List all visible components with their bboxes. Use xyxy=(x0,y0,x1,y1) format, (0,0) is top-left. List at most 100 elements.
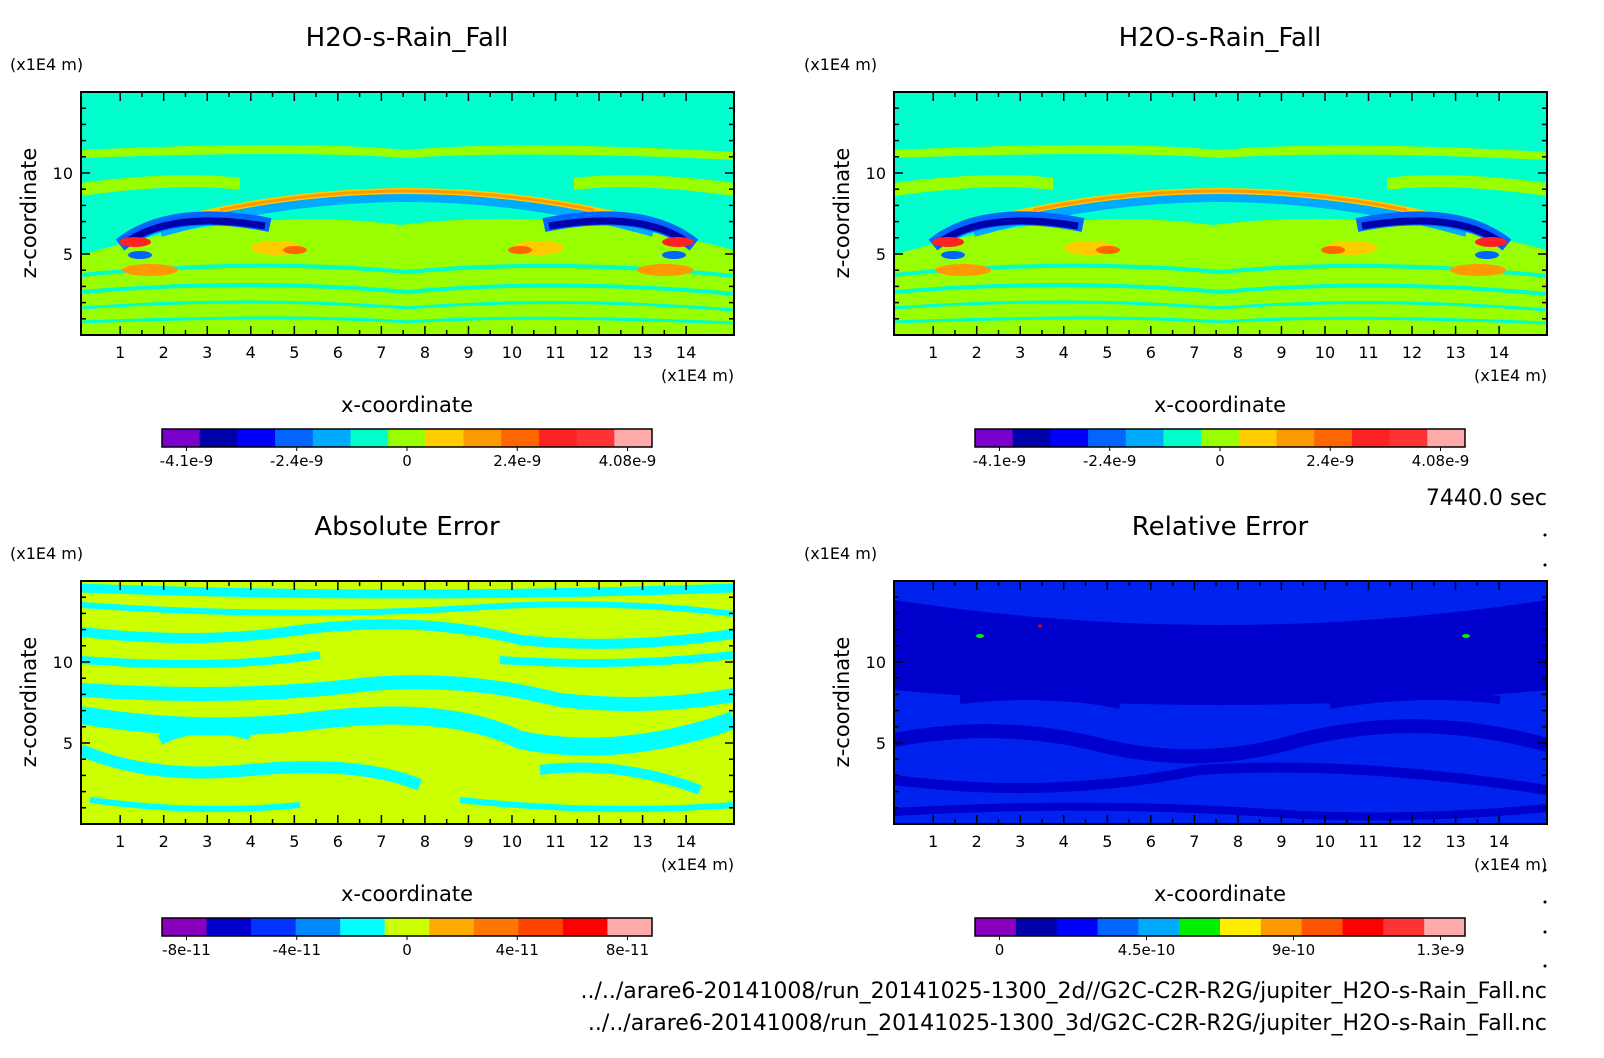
footer-path-line-1: ../../arare6-20141008/run_20141025-1300_… xyxy=(581,979,1548,1004)
colorbar-swatch xyxy=(1383,918,1425,936)
colorbar-swatch xyxy=(1301,918,1343,936)
footer-path-line-2: ../../arare6-20141008/run_20141025-1300_… xyxy=(588,1011,1547,1036)
x-ticks: 1 2 3 4 5 6 7 8 9 10 11 12 13 14 xyxy=(928,581,1509,851)
x-tick-label: 13 xyxy=(1445,343,1465,362)
x-tick-label: 10 xyxy=(1315,832,1335,851)
y-tick-label: 5 xyxy=(63,734,73,753)
x-unit-label: (x1E4 m) xyxy=(1474,366,1547,385)
y-tick-label: 5 xyxy=(876,245,886,264)
y-unit-label: (x1E4 m) xyxy=(804,544,877,563)
x-tick-label: 7 xyxy=(1189,343,1199,362)
x-tick-label: 14 xyxy=(1489,343,1509,362)
colorbar-label: 4.08e-9 xyxy=(1412,452,1470,470)
colorbar-swatch xyxy=(1351,429,1391,447)
colorbar-frame xyxy=(974,917,1466,937)
y-ticks: 5 10 xyxy=(53,596,734,809)
x-tick-label: 2 xyxy=(159,343,169,362)
x-tick-label: 13 xyxy=(1445,832,1465,851)
colorbar-label: 0 xyxy=(402,452,412,470)
x-unit-label: (x1E4 m) xyxy=(661,366,734,385)
x-tick-label: 12 xyxy=(1402,832,1422,851)
plot-frame xyxy=(893,580,1548,825)
colorbar-swatch xyxy=(340,918,386,936)
x-tick-label: 12 xyxy=(1402,343,1422,362)
colorbar-label: -4e-11 xyxy=(272,941,321,959)
colorbar-swatch xyxy=(1125,429,1164,447)
x-tick-label: 9 xyxy=(1276,832,1286,851)
x-tick-label: 12 xyxy=(589,343,609,362)
panel-top-right: H2O-s-Rain_Fall (x1E4 m) z-coordinate xyxy=(804,23,1548,470)
colorbar-swatch xyxy=(162,429,201,447)
x-axis-title: x-coordinate xyxy=(341,882,473,906)
colorbar-label: 0 xyxy=(402,941,412,959)
panel-title: H2O-s-Rain_Fall xyxy=(1119,23,1322,53)
x-tick-label: 6 xyxy=(1146,832,1156,851)
x-tick-label: 9 xyxy=(463,343,473,362)
x-tick-label: 4 xyxy=(1059,343,1069,362)
x-tick-label: 2 xyxy=(159,832,169,851)
panel-title: H2O-s-Rain_Fall xyxy=(306,23,509,53)
panel-title: Relative Error xyxy=(1132,512,1309,542)
x-tick-label: 5 xyxy=(289,832,299,851)
x-ticks: 1 2 3 4 5 6 7 8 9 10 11 12 13 14 xyxy=(115,92,696,362)
x-tick-label: 11 xyxy=(545,343,565,362)
colorbar-swatch xyxy=(251,918,297,936)
x-tick-label: 10 xyxy=(502,832,522,851)
x-tick-label: 8 xyxy=(1233,832,1243,851)
y-tick-label: 10 xyxy=(866,653,886,672)
colorbar-swatch xyxy=(162,918,208,936)
x-tick-label: 10 xyxy=(502,343,522,362)
x-tick-label: 4 xyxy=(246,832,256,851)
x-tick-label: 11 xyxy=(545,832,565,851)
colorbar-swatch xyxy=(1050,429,1089,447)
colorbar-swatch xyxy=(463,429,502,447)
colorbar: 0 4.5e-10 9e-10 1.3e-9 xyxy=(974,917,1466,959)
heatmap-field xyxy=(81,92,734,335)
x-tick-label: 7 xyxy=(1189,832,1199,851)
colorbar-swatch xyxy=(384,918,430,936)
colorbar-label: -2.4e-9 xyxy=(270,452,323,470)
colorbar-swatch xyxy=(501,429,540,447)
colorbar-swatch xyxy=(1427,429,1466,447)
x-tick-label: 9 xyxy=(1276,343,1286,362)
x-tick-label: 11 xyxy=(1358,832,1378,851)
y-axis-title: z-coordinate xyxy=(830,148,854,279)
x-tick-label: 4 xyxy=(1059,832,1069,851)
colorbar-swatch xyxy=(1220,918,1262,936)
x-axis-title: x-coordinate xyxy=(1154,393,1286,417)
plot-frame xyxy=(80,91,735,336)
colorbar: -4.1e-9 -2.4e-9 0 2.4e-9 4.08e-9 xyxy=(160,428,656,470)
y-ticks: 5 10 xyxy=(866,596,1547,809)
x-tick-label: 3 xyxy=(202,832,212,851)
x-tick-label: 7 xyxy=(376,832,386,851)
colorbar-swatch xyxy=(538,429,578,447)
colorbar-label: 2.4e-9 xyxy=(1306,452,1354,470)
colorbar-label: 8e-11 xyxy=(606,941,649,959)
colorbar-swatch xyxy=(388,429,427,447)
x-tick-label: 4 xyxy=(246,343,256,362)
colorbar-swatch xyxy=(1179,918,1221,936)
x-tick-label: 9 xyxy=(463,832,473,851)
colorbar-swatch xyxy=(1342,918,1384,936)
colorbar-swatch xyxy=(199,429,238,447)
colorbar-swatch xyxy=(975,918,1017,936)
x-ticks: 1 2 3 4 5 6 7 8 9 10 11 12 13 14 xyxy=(115,581,696,851)
x-unit-label: (x1E4 m) xyxy=(661,855,734,874)
colorbar-swatch xyxy=(607,918,653,936)
x-tick-label: 10 xyxy=(1315,343,1335,362)
colorbar-swatch xyxy=(1260,918,1303,936)
y-tick-label: 10 xyxy=(53,653,73,672)
colorbar-label: -8e-11 xyxy=(162,941,211,959)
colorbar-swatch xyxy=(1163,429,1202,447)
colorbar-swatch xyxy=(1201,429,1240,447)
y-tick-label: 10 xyxy=(866,164,886,183)
colorbar-swatch xyxy=(1056,918,1098,936)
heatmap-field xyxy=(894,92,1547,335)
colorbar-label: 9e-10 xyxy=(1272,941,1315,959)
colorbar: -8e-11 -4e-11 0 4e-11 8e-11 xyxy=(161,917,653,959)
y-axis-title: z-coordinate xyxy=(17,637,41,768)
x-tick-label: 1 xyxy=(928,832,938,851)
y-ticks: 5 10 xyxy=(866,107,1547,320)
